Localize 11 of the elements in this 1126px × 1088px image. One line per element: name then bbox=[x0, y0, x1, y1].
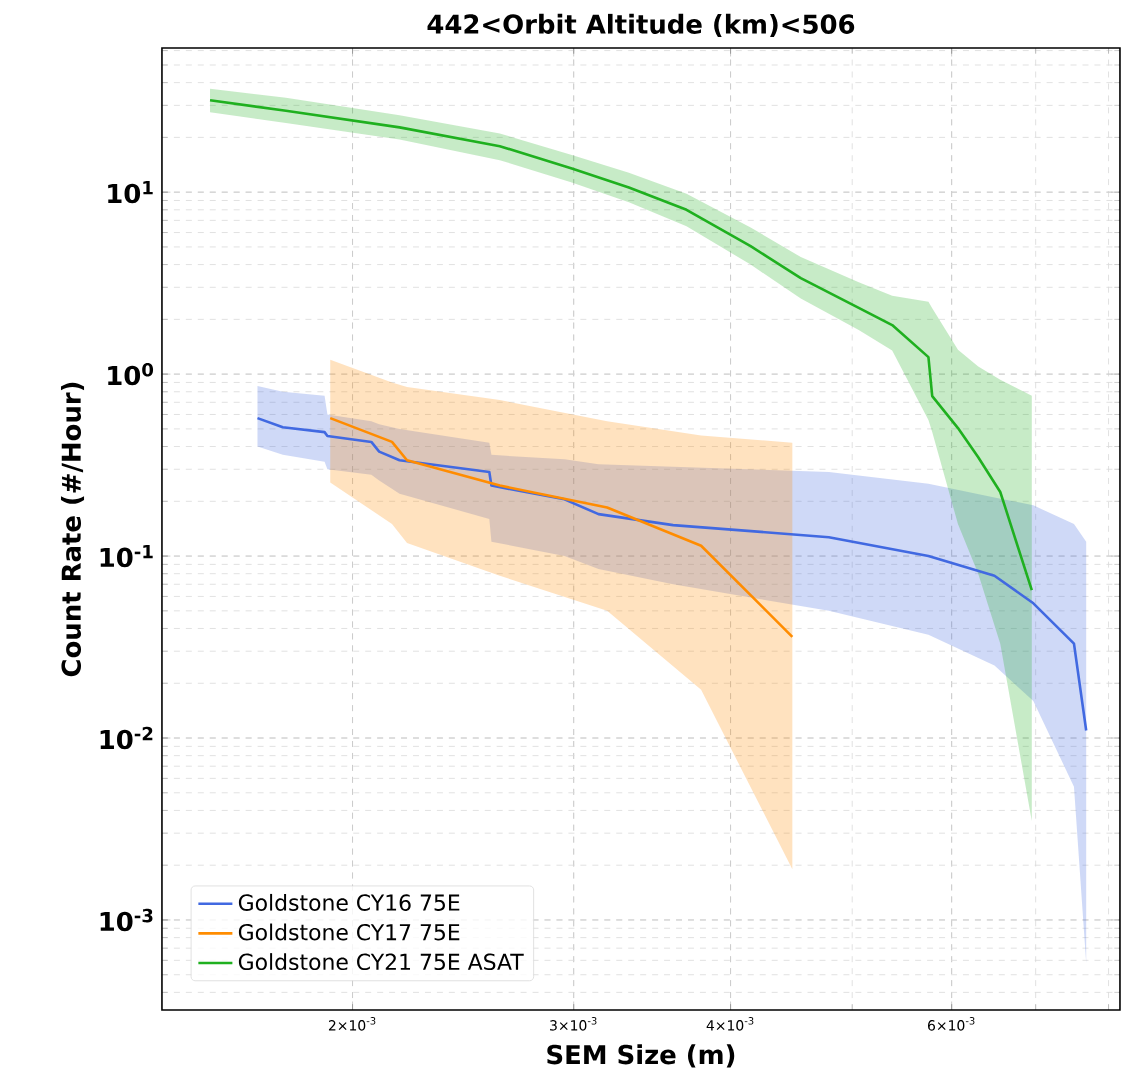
legend-label: Goldstone CY21 75E ASAT bbox=[238, 953, 524, 971]
y-tick-label: 10$^{-3}$ bbox=[100, 908, 153, 932]
legend-label: Goldstone CY16 75E bbox=[238, 893, 460, 911]
y-tick-label: 10$^{-2}$ bbox=[100, 726, 153, 750]
y-tick-label: 10$^{-1}$ bbox=[100, 544, 153, 568]
x-axis-title: SEM Size (m) bbox=[547, 1044, 735, 1068]
y-tick-label: 10$^{1}$ bbox=[108, 181, 153, 204]
chart-title: 442<Orbit Altitude (km)<506 bbox=[427, 13, 855, 37]
legend-label: Goldstone CY17 75E bbox=[238, 923, 460, 941]
y-axis-title: Count Rate (#/Hour) bbox=[60, 382, 85, 677]
y-tick-label: 10$^{0}$ bbox=[108, 362, 154, 386]
